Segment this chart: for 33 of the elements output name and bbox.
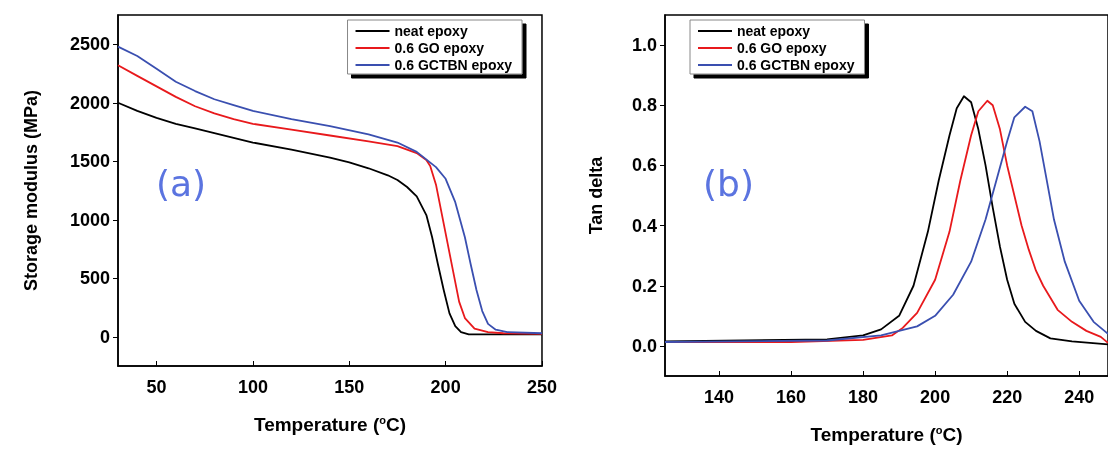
x-tick-label: 220 [992, 387, 1023, 407]
x-tick-label: 140 [704, 387, 735, 407]
annotation: (b) [703, 162, 754, 204]
x-tick-label: 100 [237, 377, 268, 397]
x-tick-label: 150 [334, 377, 365, 397]
legend-label: 0.6 GCTBN epoxy [394, 57, 513, 73]
y-tick-label: 0 [99, 326, 110, 347]
legend-label: 0.6 GCTBN epoxy [737, 57, 855, 73]
x-tick-label: 200 [920, 387, 951, 407]
y-tick-label: 2500 [69, 34, 110, 55]
x-tick-label: 240 [1064, 387, 1095, 407]
x-tick-label: 200 [430, 377, 461, 397]
y-axis-title: Storage modulus (MPa) [21, 89, 41, 292]
x-tick-label: 160 [776, 387, 807, 407]
y-tick-label: 1.0 [631, 35, 657, 56]
y-tick-label: 1000 [69, 209, 110, 230]
y-axis-title: Tan delta [586, 155, 606, 235]
x-tick-label: 50 [146, 377, 167, 397]
annotation: (a) [156, 162, 207, 204]
y-tick-label: 0.8 [631, 95, 657, 116]
x-tick-label: 180 [848, 387, 879, 407]
legend-label: 0.6 GO epoxy [737, 40, 827, 56]
y-tick-label: 500 [79, 268, 110, 289]
x-tick-label: 250 [526, 377, 558, 397]
y-tick-label: 0.6 [631, 155, 657, 176]
y-tick-label: 0.0 [631, 335, 657, 356]
y-tick-label: 0.4 [631, 215, 657, 236]
legend-label: neat epoxy [394, 23, 468, 39]
y-tick-label: 1500 [69, 151, 110, 172]
legend-label: neat epoxy [737, 23, 811, 39]
legend-label: 0.6 GO epoxy [394, 40, 485, 56]
y-tick-label: 0.2 [631, 275, 657, 296]
y-tick-label: 2000 [69, 92, 110, 113]
